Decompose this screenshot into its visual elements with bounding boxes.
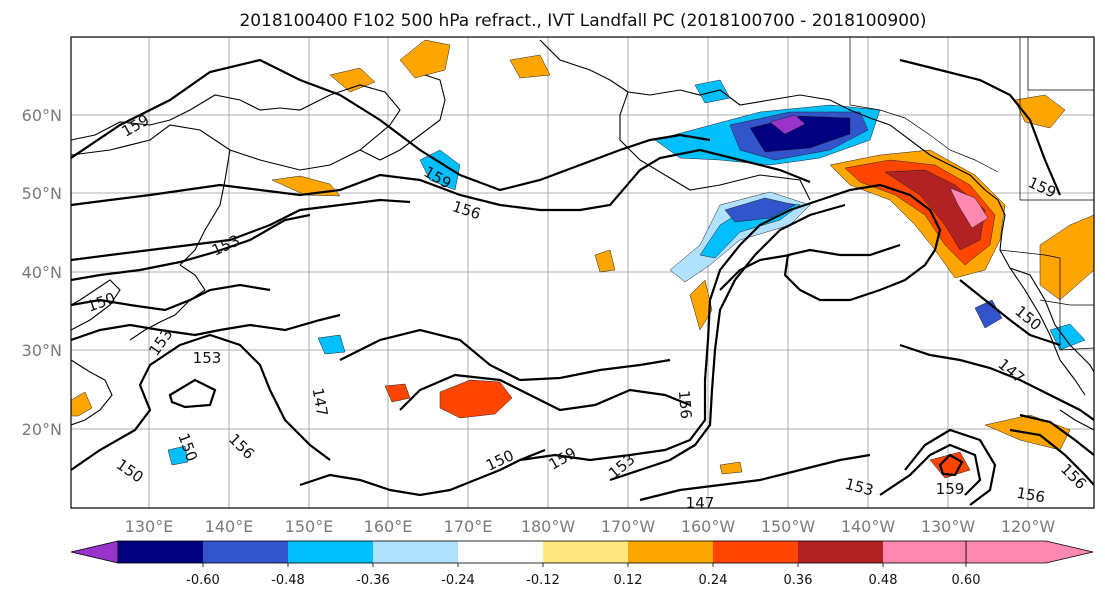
- contour-label: 156: [675, 390, 695, 420]
- okhotsk-coast: [179, 149, 231, 266]
- positive-anomaly-deep: [884, 169, 986, 251]
- alaska-coastline: [627, 89, 1094, 373]
- colorbar-segment: [713, 541, 798, 563]
- colorbar-tick-label: 0.48: [869, 573, 898, 588]
- lon-tick-label: 160°W: [681, 517, 736, 536]
- colorbar-segment: [883, 541, 966, 563]
- shaded-anomaly-fields: [71, 39, 1094, 479]
- colorbar-tick-label: -0.24: [441, 573, 475, 588]
- colorbar-outline: [117, 540, 967, 564]
- lon-tick-label: 170°W: [601, 517, 656, 536]
- colorbar-extend-low: [70, 540, 119, 564]
- borders: [849, 37, 1094, 351]
- lon-tick-label: 160°E: [364, 517, 413, 536]
- colorbar-tick-label: 0.60: [952, 573, 981, 588]
- baja-coastline: [1009, 267, 1086, 396]
- negative-anomaly-peak: [769, 114, 806, 135]
- colorbar-ticks: [202, 563, 967, 567]
- colorbar-segment: [203, 541, 288, 563]
- contour-label: 156: [1015, 484, 1046, 507]
- lon-tick-label: 140°E: [205, 517, 254, 536]
- contour-label: 153: [193, 349, 222, 367]
- colorbar-tick-label: -0.36: [356, 573, 390, 588]
- positive-anomaly-central-pacific: [439, 379, 513, 419]
- colorbar-tick-label: 0.36: [784, 573, 813, 588]
- lon-tick-label: 130°W: [921, 517, 976, 536]
- lon-tick-label: 170°E: [444, 517, 493, 536]
- lat-tick-label: 40°N: [22, 263, 62, 282]
- colorbar-tick-label: 0.24: [699, 573, 728, 588]
- map-title: 2018100400 F102 500 hPa refract., IVT La…: [239, 11, 926, 31]
- mexico-coastline: [1059, 409, 1094, 431]
- colorbar-segment: [798, 541, 883, 563]
- colorbar-segment: [458, 541, 543, 563]
- colorbar: -0.60 -0.48 -0.36 -0.24 -0.12 0.12 0.24 …: [70, 540, 1094, 588]
- colorbar-segment: [373, 541, 458, 563]
- colorbar-tick-label: -0.12: [526, 573, 560, 588]
- colorbar-extend-high: [965, 540, 1094, 564]
- lat-tick-label: 30°N: [22, 341, 62, 360]
- korea-coastline: [71, 279, 121, 331]
- lon-tick-label: 140°W: [841, 517, 896, 536]
- refractivity-contours: [71, 58, 1094, 506]
- positive-anomaly-peak: [949, 187, 989, 229]
- asia-coastline: [71, 84, 401, 171]
- lat-tick-label: 20°N: [22, 420, 62, 439]
- colorbar-segment: [543, 541, 628, 563]
- lon-tick-label: 130°E: [125, 517, 174, 536]
- map-panel: 159 159 156 153 150 153 153 147 150 156 …: [71, 37, 1094, 512]
- lat-tick-label: 50°N: [22, 184, 62, 203]
- lon-tick-label: 120°W: [1001, 517, 1056, 536]
- colorbar-tick-label: -0.48: [271, 573, 305, 588]
- contour-label: 159: [936, 480, 965, 498]
- lon-tick-label: 150°E: [285, 517, 334, 536]
- aleutian-coast: [619, 91, 811, 201]
- colorbar-segment: [118, 541, 203, 563]
- colorbar-tick-label: -0.60: [186, 573, 220, 588]
- longitude-ticks: 130°E 140°E 150°E 160°E 170°E 180°W 170°…: [125, 517, 1056, 536]
- lon-tick-label: 180°W: [521, 517, 576, 536]
- positive-anomaly-central-pacific-small: [384, 383, 411, 403]
- negative-anomaly-tail-peak: [724, 197, 796, 223]
- colorbar-tick-label: 0.12: [614, 573, 643, 588]
- lon-tick-label: 150°W: [761, 517, 816, 536]
- map-frame: [70, 36, 1095, 509]
- contour-label: 147: [309, 386, 332, 417]
- latitude-ticks: 60°N 50°N 40°N 30°N 20°N: [22, 106, 62, 439]
- bering-coast: [539, 39, 629, 93]
- kamchatka-coastline: [359, 74, 446, 161]
- contour-label: 147: [686, 494, 715, 512]
- colorbar-segment: [628, 541, 713, 563]
- colorbar-segment: [288, 541, 373, 563]
- lat-tick-label: 60°N: [22, 106, 62, 125]
- china-coastline: [71, 359, 113, 426]
